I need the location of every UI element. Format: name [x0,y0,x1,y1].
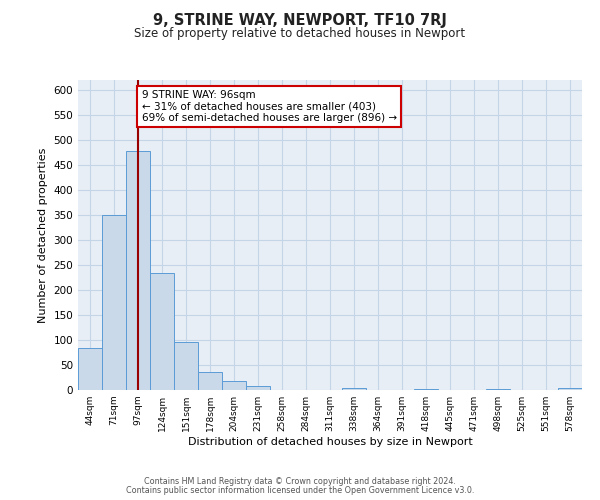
Bar [246,386,270,390]
Text: 9 STRINE WAY: 96sqm
← 31% of detached houses are smaller (403)
69% of semi-detac: 9 STRINE WAY: 96sqm ← 31% of detached ho… [142,90,397,123]
Bar [198,372,222,390]
X-axis label: Distribution of detached houses by size in Newport: Distribution of detached houses by size … [188,437,472,447]
Bar [102,215,126,390]
Text: 9, STRINE WAY, NEWPORT, TF10 7RJ: 9, STRINE WAY, NEWPORT, TF10 7RJ [153,12,447,28]
Bar [174,342,198,390]
Bar [150,272,174,390]
Text: Size of property relative to detached houses in Newport: Size of property relative to detached ho… [134,28,466,40]
Y-axis label: Number of detached properties: Number of detached properties [38,148,48,322]
Bar [126,151,150,390]
Bar [342,388,366,390]
Text: Contains public sector information licensed under the Open Government Licence v3: Contains public sector information licen… [126,486,474,495]
Bar [78,348,102,390]
Bar [222,381,246,390]
Text: Contains HM Land Registry data © Crown copyright and database right 2024.: Contains HM Land Registry data © Crown c… [144,477,456,486]
Bar [486,388,510,390]
Bar [414,389,438,390]
Bar [558,388,582,390]
